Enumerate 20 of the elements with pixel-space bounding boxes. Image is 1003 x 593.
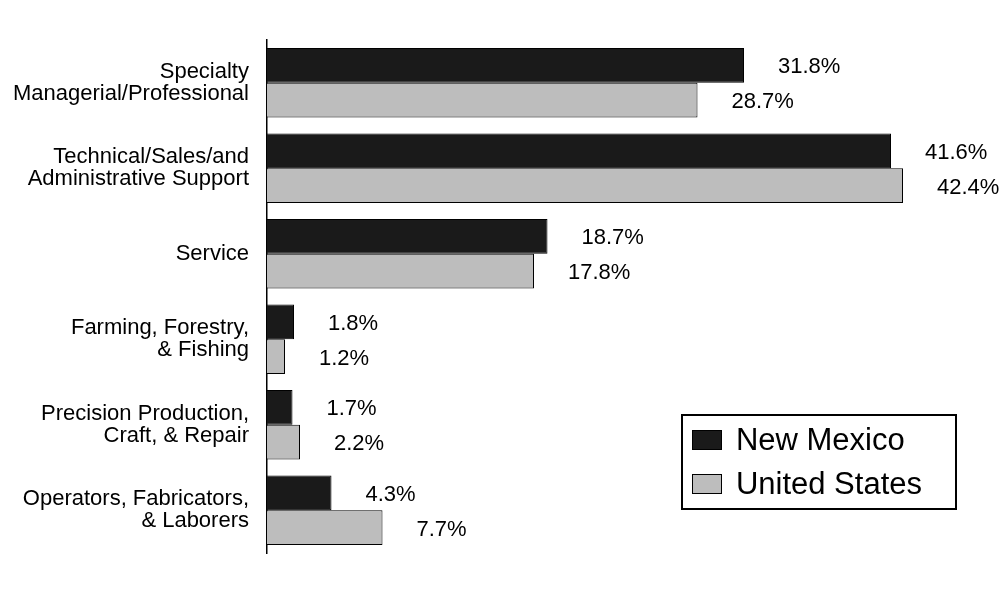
data-label: 7.7% [416,515,467,541]
data-label: 1.7% [326,395,377,421]
data-label: 31.8% [778,53,841,79]
data-label: 1.8% [328,310,379,335]
y-tick-label: Service [175,239,249,265]
legend-label: United States [735,466,922,502]
data-label: 1.2% [319,344,370,370]
y-tick-label: Farming, Forestry, & Fishing [70,314,249,362]
data-label: 42.4% [937,173,1000,199]
y-tick-label: Specialty Managerial/Professional [12,57,249,105]
y-tick-label: Technical/Sales/and Administrative Support [27,143,249,191]
data-label: 4.3% [365,481,416,506]
data-label: 17.8% [568,259,631,285]
data-label: 41.6% [925,139,988,164]
y-tick-label: Precision Production, Craft, & Repair [41,399,249,447]
legend-label: New Mexico [735,422,905,458]
y-tick-label: Operators, Fabricators, & Laborers [22,485,249,533]
data-label: 2.2% [334,430,385,456]
data-label: 28.7% [731,88,794,114]
data-label: 18.7% [581,224,644,250]
